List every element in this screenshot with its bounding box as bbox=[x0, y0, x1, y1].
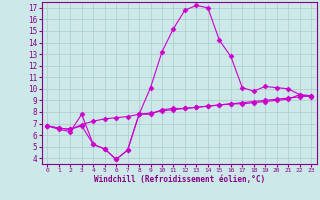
X-axis label: Windchill (Refroidissement éolien,°C): Windchill (Refroidissement éolien,°C) bbox=[94, 175, 265, 184]
